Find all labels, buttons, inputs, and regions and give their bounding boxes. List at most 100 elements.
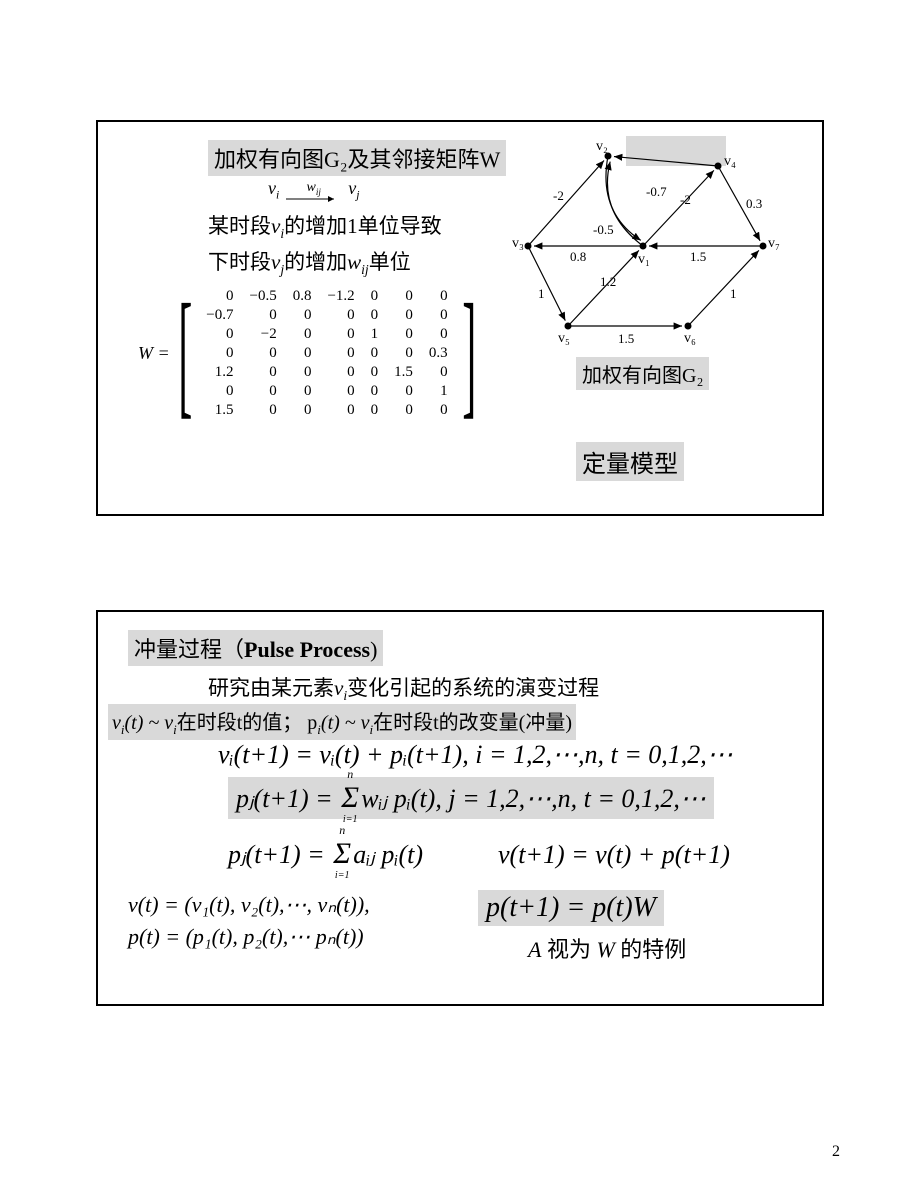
edge-label: -0.5 xyxy=(593,222,614,238)
matrix-cell: 0 xyxy=(386,306,421,325)
graph-svg xyxy=(508,136,788,356)
matrix-cell: 0 xyxy=(241,401,284,420)
matrix-cell: 0 xyxy=(363,287,387,306)
matrix-cell: 0 xyxy=(319,306,362,325)
matrix-cell: 1.5 xyxy=(198,401,241,420)
matrix-cell: 0 xyxy=(421,306,456,325)
matrix-cell: 0 xyxy=(285,382,320,401)
matrix-cell: −0.5 xyxy=(241,287,284,306)
matrix-cell: 0.3 xyxy=(421,344,456,363)
node-label: v₁ xyxy=(638,252,650,268)
graph-node xyxy=(640,243,647,250)
matrix-cell: 0 xyxy=(285,363,320,382)
edge-label: -0.7 xyxy=(646,184,667,200)
note-A-W: A 视为 W 的特例 xyxy=(528,932,686,964)
model-label: 定量模型 xyxy=(576,442,684,481)
edge-label: 1.2 xyxy=(600,274,616,290)
vec-p-def: p(t) = (p₁(t), p₂(t),⋯ pₙ(t)) xyxy=(128,924,364,950)
matrix-cell: −1.2 xyxy=(319,287,362,306)
graph-node xyxy=(525,243,532,250)
graph-edge xyxy=(528,246,565,321)
matrix-body: 0−0.50.8−1.2000−0.70000000−2001000000000… xyxy=(198,287,455,420)
matrix-cell: 0 xyxy=(386,344,421,363)
node-label: v₄ xyxy=(724,154,736,170)
node-label: v₅ xyxy=(558,331,570,347)
edge-label: 1.5 xyxy=(618,331,634,347)
matrix-cell: 0 xyxy=(386,325,421,344)
graph-node xyxy=(715,163,722,170)
eq-ptW: p(t+1) = p(t)W xyxy=(478,890,664,926)
vj: vj xyxy=(348,178,359,198)
matrix-cell: 1 xyxy=(421,382,456,401)
matrix-cell: −0.7 xyxy=(198,306,241,325)
matrix-cell: 0 xyxy=(319,363,362,382)
matrix-cell: 0 xyxy=(421,287,456,306)
graph-edge xyxy=(643,170,714,246)
slide1-desc: 某时段vi的增加1单位导致 下时段vj的增加wij单位 xyxy=(208,212,442,284)
matrix-cell: −2 xyxy=(241,325,284,344)
matrix-cell: 1.5 xyxy=(386,363,421,382)
matrix-cell: 0 xyxy=(421,401,456,420)
slide2-desc: 研究由某元素vi变化引起的系统的演变过程 xyxy=(208,672,599,704)
edge-label: -2 xyxy=(680,192,691,208)
matrix-cell: 0 xyxy=(198,287,241,306)
node-label: v₇ xyxy=(768,236,780,252)
edge-label: 1 xyxy=(730,286,737,302)
matrix-cell: 1.2 xyxy=(198,363,241,382)
eq-v-vec: v(t+1) = v(t) + p(t+1) xyxy=(498,840,730,870)
matrix-cell: 0 xyxy=(363,363,387,382)
matrix-cell: 0 xyxy=(241,306,284,325)
graph-node xyxy=(685,323,692,330)
definitions: vi(t) ~ vi在时段t的值； pi(t) ~ vi在时段t的改变量(冲量) xyxy=(108,704,576,740)
matrix-cell: 0 xyxy=(198,344,241,363)
matrix-cell: 0 xyxy=(319,344,362,363)
matrix-cell: 0 xyxy=(241,363,284,382)
matrix-cell: 0 xyxy=(386,401,421,420)
matrix-cell: 0 xyxy=(198,325,241,344)
matrix-cell: 0 xyxy=(285,401,320,420)
slide-1: 加权有向图G₂及其邻接矩阵W vi wij vj 某时段vi的增加1单位导致 下… xyxy=(96,120,824,516)
eq-pj-a: pⱼ(t+1) = n Σ i=1 aᵢⱼ pᵢ(t) xyxy=(228,837,423,871)
eq-vi: vᵢ(t+1) = vᵢ(t) + pᵢ(t+1), i = 1,2,⋯,n, … xyxy=(218,740,733,770)
vi: vi xyxy=(268,178,279,198)
matrix-cell: 0 xyxy=(285,344,320,363)
node-label: v₂ xyxy=(596,139,608,155)
matrix-cell: 0 xyxy=(363,306,387,325)
slide-2: 冲量过程（Pulse Process) 研究由某元素vi变化引起的系统的演变过程… xyxy=(96,610,824,1006)
graph-edge xyxy=(614,157,718,166)
matrix-cell: 0 xyxy=(363,401,387,420)
graph-node xyxy=(565,323,572,330)
matrix-cell: 0 xyxy=(421,363,456,382)
edge-label: 0.3 xyxy=(746,196,762,212)
edge-label: 1 xyxy=(538,286,545,302)
matrix-cell: 0 xyxy=(421,325,456,344)
eq-pj-w: pⱼ(t+1) = n Σ i=1 wᵢⱼ pᵢ(t), j = 1,2,⋯,n… xyxy=(228,777,714,819)
graph-node xyxy=(760,243,767,250)
matrix-cell: 0 xyxy=(319,382,362,401)
matrix-cell: 0 xyxy=(198,382,241,401)
matrix-cell: 0 xyxy=(386,287,421,306)
matrix-cell: 0 xyxy=(285,306,320,325)
slide1-title: 加权有向图G₂及其邻接矩阵W xyxy=(208,140,506,176)
matrix-cell: 0 xyxy=(363,382,387,401)
arrow-icon xyxy=(284,194,344,204)
matrix-cell: 0 xyxy=(363,344,387,363)
slide2-title: 冲量过程（Pulse Process) xyxy=(128,630,383,666)
node-label: v₆ xyxy=(684,331,696,347)
matrix-cell: 0 xyxy=(319,401,362,420)
matrix-cell: 0 xyxy=(285,325,320,344)
matrix-cell: 0.8 xyxy=(285,287,320,306)
edge-label: 0.8 xyxy=(570,249,586,265)
node-label: v₃ xyxy=(512,236,524,252)
matrix-cell: 0 xyxy=(319,325,362,344)
adjacency-matrix: W = [ 0−0.50.8−1.2000−0.70000000−2001000… xyxy=(138,287,482,420)
edge-label: -2 xyxy=(553,188,564,204)
arrow-diagram: vi wij vj xyxy=(268,178,360,202)
directed-graph: -0.7-0.5-20.8-20.31.51.211.51v₁v₂v₃v₄v₅v… xyxy=(508,136,788,356)
matrix-cell: 1 xyxy=(363,325,387,344)
matrix-cell: 0 xyxy=(386,382,421,401)
matrix-cell: 0 xyxy=(241,344,284,363)
graph-caption: 加权有向图G₂ xyxy=(576,357,709,390)
page-number: 2 xyxy=(832,1143,840,1161)
vec-v-def: v(t) = (v₁(t), v₂(t),⋯, vₙ(t)), xyxy=(128,892,370,918)
